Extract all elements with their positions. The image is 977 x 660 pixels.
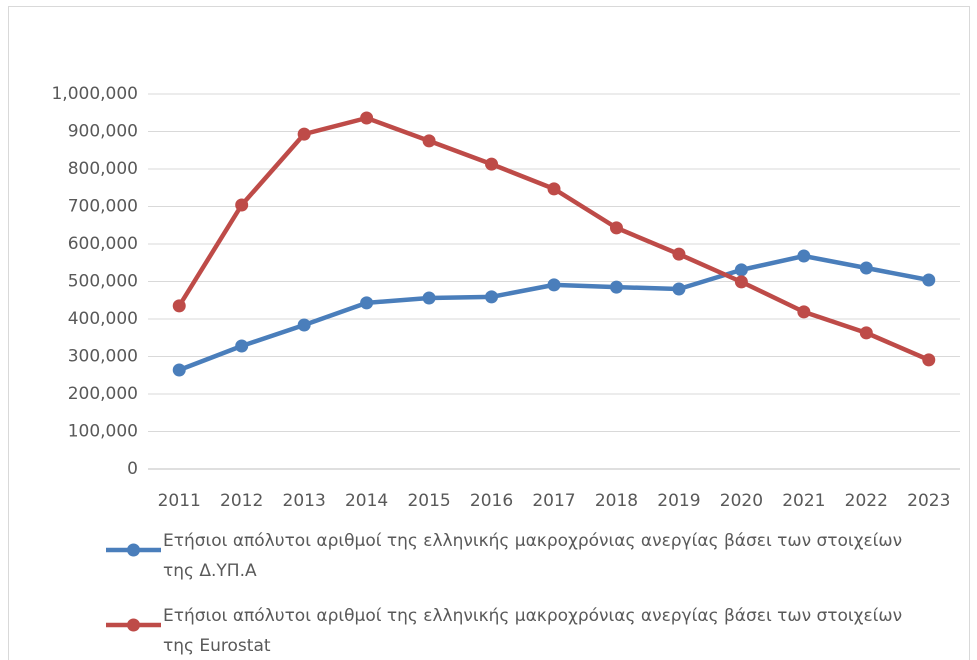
y-tick-label: 300,000 [68, 347, 138, 367]
x-tick-label: 2020 [720, 491, 763, 511]
x-tick-label: 2011 [158, 491, 201, 511]
x-tick-label: 2016 [470, 491, 513, 511]
y-tick-label: 0 [127, 459, 138, 479]
x-tick-label: 2021 [782, 491, 825, 511]
data-point [672, 247, 686, 261]
x-tick-label: 2012 [220, 491, 263, 511]
y-tick-label: 100,000 [68, 422, 138, 442]
data-point [360, 111, 374, 125]
legend-marker [127, 543, 140, 557]
y-tick-label: 700,000 [68, 197, 138, 217]
series-line [178, 253, 930, 373]
data-point [797, 305, 811, 319]
x-tick-label: 2017 [532, 491, 575, 511]
y-tick-label: 900,000 [68, 122, 138, 142]
data-point [360, 296, 374, 310]
chart: 0 100,000 200,000 300,000 400,000 500,000 600,… [51, 84, 960, 632]
data-point [297, 127, 311, 141]
data-point [922, 273, 936, 287]
data-point [609, 221, 623, 235]
data-point [172, 363, 186, 377]
y-tick-label: 600,000 [68, 234, 138, 254]
data-point [922, 353, 936, 367]
data-point [547, 278, 561, 292]
legend-label: Ετήσιοι απόλυτοι αριθμοί της ελληνικής μ… [163, 606, 903, 656]
data-point [422, 134, 436, 148]
data-point [235, 198, 249, 212]
data-point [797, 249, 811, 263]
data-point [172, 299, 186, 313]
data-point [485, 290, 499, 304]
legend-label: Ετήσιοι απόλυτοι αριθμοί της ελληνικής μ… [163, 531, 903, 581]
legend-marker [127, 618, 140, 632]
y-tick-label: 400,000 [68, 309, 138, 329]
x-tick-label: 2018 [595, 491, 638, 511]
x-tick-label: 2014 [345, 491, 388, 511]
data-point [859, 261, 873, 275]
data-point [297, 318, 311, 332]
data-point [859, 326, 873, 340]
chart-frame: 0 100,000 200,000 300,000 400,000 500,000 600,… [8, 6, 970, 660]
data-point [235, 339, 249, 353]
data-point [547, 182, 561, 196]
x-tick-label: 2013 [283, 491, 326, 511]
data-point [734, 263, 748, 277]
x-tick-label: 2019 [657, 491, 700, 511]
data-point [672, 282, 686, 296]
data-point [609, 280, 623, 294]
y-tick-label: 1,000,000 [51, 84, 138, 104]
x-tick-label: 2023 [907, 491, 950, 511]
x-tick-label: 2015 [407, 491, 450, 511]
y-tick-label: 200,000 [68, 384, 138, 404]
series-line [177, 115, 930, 362]
y-tick-label: 800,000 [68, 159, 138, 179]
data-point [422, 291, 436, 305]
y-tick-label: 500,000 [68, 272, 138, 292]
data-point [734, 275, 748, 289]
data-point [485, 157, 499, 171]
x-tick-label: 2022 [845, 491, 888, 511]
